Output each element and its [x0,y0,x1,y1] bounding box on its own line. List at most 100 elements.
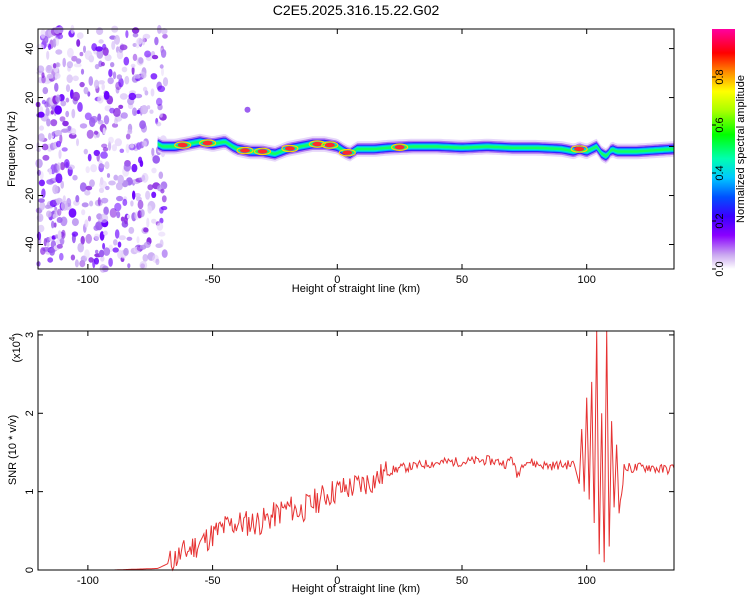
noise-speckle [46,118,51,127]
y-tick-label: 3 [24,332,36,338]
x-tick-label: -50 [205,575,221,587]
noise-speckle [104,54,112,62]
noise-speckle [109,208,117,218]
noise-speckle [45,107,50,117]
noise-speckle [84,219,89,228]
noise-speckle [151,167,157,174]
noise-speckle [100,197,109,204]
noise-speckle [117,174,124,185]
spectrogram-y-label: Frequency (Hz) [6,111,18,187]
noise-speckle [72,174,78,181]
noise-speckle [114,138,123,147]
noise-speckle [132,107,137,116]
noise-speckle [96,49,104,59]
noise-speckle [93,130,99,135]
noise-speckle [97,197,101,206]
spectrogram-frame [37,28,675,270]
noise-speckle [84,190,91,196]
noise-speckle [132,190,136,200]
noise-speckle [68,208,77,218]
noise-speckle [98,39,104,44]
noise-speckle [102,47,109,56]
x-tick-label: -50 [205,274,221,286]
noise-speckle [103,247,111,256]
noise-speckle [133,74,141,79]
noise-speckle [37,224,45,233]
noise-speckle [130,200,134,207]
noise-speckle [131,66,135,75]
ridge-hotspot [240,148,250,153]
noise-speckle [76,39,81,47]
noise-speckle [140,105,149,115]
noise-speckle [162,33,168,39]
ridge-hotspot-ring [174,141,192,149]
noise-speckle [101,83,105,91]
noise-speckle [114,229,120,239]
noise-speckle [54,72,61,79]
noise-speckle [115,182,123,191]
noise-speckle [111,123,119,128]
noise-speckle [54,26,61,35]
noise-speckle [87,215,92,222]
noise-speckle [97,95,104,104]
noise-speckle [80,235,85,245]
ridge-hotspot [312,141,323,147]
snr-x-label: Height of straight line (km) [292,583,420,595]
noise-speckle [118,104,124,109]
snr-chart: -100 -50 0 50 100 0 1 2 3 Height of straight li… [7,330,675,595]
noise-speckle [151,191,157,198]
noise-speckle [136,37,143,45]
noise-speckle [126,236,133,241]
ridge-hotspot-ring [281,144,299,153]
noise-speckle [39,201,46,211]
noise-speckle [139,120,147,130]
noise-speckle [156,97,163,106]
noise-speckle [90,164,97,173]
noise-speckle [155,243,163,248]
noise-speckle [71,108,76,119]
noise-speckle [41,188,46,198]
colorbar-label: Normalized spectral amplitude [735,75,747,223]
noise-speckle [61,128,69,133]
noise-speckle [159,112,163,118]
noise-speckle [147,205,152,214]
y-tick-label: -40 [24,237,36,253]
noise-speckle [88,76,94,86]
noise-speckle [108,257,113,267]
noise-speckle [108,68,113,78]
snr-y-ticks: 0 1 2 3 [24,332,674,573]
noise-speckle [81,202,89,208]
colorbar-tick-label: 0.0 [714,261,726,276]
noise-speckle [96,153,100,162]
noise-speckle [39,125,44,131]
noise-speckle [161,67,164,77]
noise-speckle [120,112,128,119]
spectrogram-ridge [157,106,674,164]
spectrogram-x-label: Height of straight line (km) [292,283,420,295]
ridge-hotspot [257,149,268,154]
noise-speckle [70,254,76,261]
noise-speckle [55,62,60,67]
noise-speckle [111,40,116,50]
noise-speckle [71,128,77,136]
noise-speckle [61,229,66,239]
noise-speckle [60,200,69,211]
noise-speckle [160,188,165,194]
noise-speckle [87,153,92,162]
noise-speckle [157,85,166,93]
noise-speckle [83,86,89,95]
noise-speckle [61,147,68,152]
colorbar: 0.0 0.2 0.4 0.6 0.8 Normalized spectral ampl… [712,29,747,277]
noise-speckle [84,249,90,259]
x-tick-label: 0 [334,575,340,587]
noise-speckle [138,156,143,164]
noise-speckle [119,148,125,153]
noise-speckle [97,119,104,125]
ridge-hotspot [394,145,405,150]
noise-speckle [46,210,52,218]
noise-speckle [142,140,148,147]
noise-speckle [55,49,63,55]
noise-speckle [128,226,135,234]
colorbar-gradient [712,29,735,269]
noise-speckle [131,27,140,34]
